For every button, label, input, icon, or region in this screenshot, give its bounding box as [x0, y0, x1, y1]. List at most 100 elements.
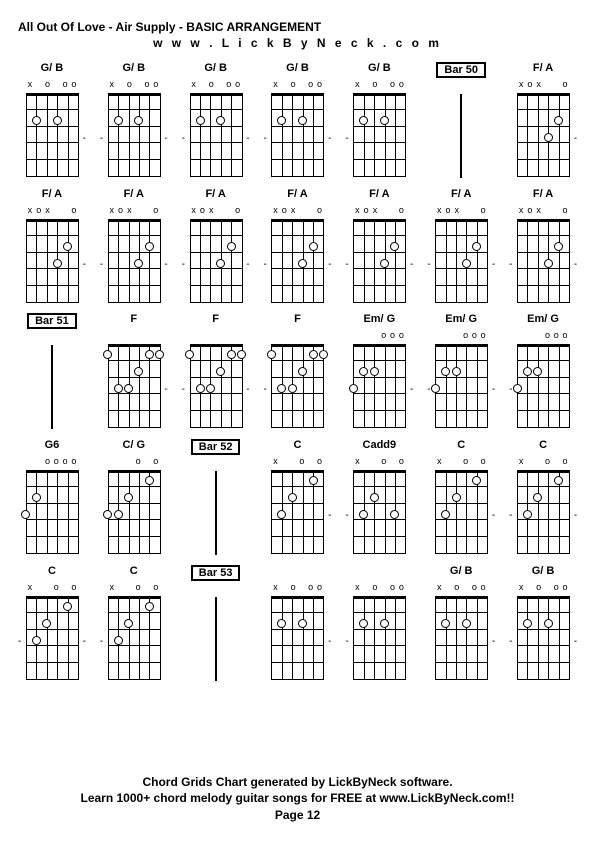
chord-cell: F/ Axoxo-: [510, 62, 576, 178]
chord-cell: F/ Axoxo--: [510, 188, 576, 303]
finger-dot: [114, 116, 123, 125]
finger-dot: [309, 242, 318, 251]
chord-cell: F/ Axoxo--: [264, 188, 330, 303]
chord-name: F/ A: [533, 62, 553, 78]
finger-dot: [452, 367, 461, 376]
bar-divider-line: [215, 471, 217, 555]
chord-name: Cadd9: [363, 439, 397, 455]
chord-cell: G/ Bxooo--: [183, 62, 249, 178]
fretboard-diagram: --: [271, 219, 323, 303]
string-markers: xoxo: [353, 206, 405, 218]
finger-dot: [359, 116, 368, 125]
finger-dot: [134, 367, 143, 376]
chord-name: C: [130, 565, 138, 581]
string-markers: xoxo: [108, 206, 160, 218]
finger-dot: [216, 259, 225, 268]
string-markers: xooo: [353, 80, 405, 92]
chord-name: F: [212, 313, 219, 329]
chord-cell: F-: [101, 313, 167, 429]
fretboard-diagram: -: [435, 596, 487, 680]
finger-dot: [53, 116, 62, 125]
chord-name: G/ B: [286, 62, 309, 78]
finger-dot: [134, 259, 143, 268]
chord-cell: G6oooo: [19, 439, 85, 555]
chord-name: F/ A: [205, 188, 225, 204]
finger-dot: [298, 367, 307, 376]
string-markers: [108, 331, 160, 343]
bar-marker-cell: Bar 53: [183, 565, 249, 681]
finger-dot: [523, 619, 532, 628]
bar-number-label: Bar 51: [27, 313, 77, 329]
finger-dot: [145, 242, 154, 251]
fretboard-diagram: [26, 470, 78, 554]
chord-cell: F--: [183, 313, 249, 429]
string-markers: xoxo: [271, 206, 323, 218]
bar-number-label: Bar 52: [191, 439, 241, 455]
chord-cell: Cxoo--: [510, 439, 576, 555]
chord-name: G/ B: [532, 565, 555, 581]
finger-dot: [544, 259, 553, 268]
chord-cell: G/ Bxooo--: [264, 62, 330, 178]
string-markers: xoo: [108, 583, 160, 595]
finger-dot: [155, 350, 164, 359]
fretboard-diagram: -: [353, 93, 405, 177]
finger-dot: [124, 493, 133, 502]
string-markers: ooo: [353, 331, 405, 343]
string-markers: xoo: [517, 457, 569, 469]
finger-dot: [441, 510, 450, 519]
finger-dot: [513, 384, 522, 393]
finger-dot: [145, 350, 154, 359]
finger-dot: [462, 259, 471, 268]
finger-dot: [114, 384, 123, 393]
finger-dot: [390, 510, 399, 519]
fretboard-diagram: -: [271, 470, 323, 554]
finger-dot: [452, 493, 461, 502]
finger-dot: [298, 619, 307, 628]
chord-name: G6: [45, 439, 60, 455]
finger-dot: [554, 116, 563, 125]
fretboard-diagram: -: [26, 93, 78, 177]
finger-dot: [63, 242, 72, 251]
chord-cell: G/ Bxooo-: [19, 62, 85, 178]
finger-dot: [277, 384, 286, 393]
chord-cell: Cxoo-: [264, 439, 330, 555]
finger-dot: [380, 619, 389, 628]
chord-name: F/ A: [451, 188, 471, 204]
chord-name: Em/ G: [363, 313, 395, 329]
page-footer: Chord Grids Chart generated by LickByNec…: [0, 774, 595, 824]
chord-name: F: [130, 313, 137, 329]
chord-name: Em/ G: [527, 313, 559, 329]
fretboard-diagram: -: [271, 344, 323, 428]
fretboard-diagram: --: [108, 219, 160, 303]
chord-cell: xooo-: [346, 565, 412, 681]
finger-dot: [216, 367, 225, 376]
string-markers: ooo: [517, 331, 569, 343]
chord-cell: Em/ Gooo-: [510, 313, 576, 429]
website-url: w w w . L i c k B y N e c k . c o m: [18, 36, 577, 50]
chord-name: F/ A: [42, 188, 62, 204]
chord-name: F/ A: [369, 188, 389, 204]
chord-cell: Cxoo--: [19, 565, 85, 681]
chord-name: G/ B: [450, 565, 473, 581]
finger-dot: [277, 619, 286, 628]
finger-dot: [472, 242, 481, 251]
chord-cell: F/ A xoxo--: [346, 188, 412, 303]
finger-dot: [309, 476, 318, 485]
chord-cell: Cxoo-: [101, 565, 167, 681]
string-markers: [190, 331, 242, 343]
string-markers: xoo: [26, 583, 78, 595]
string-markers: xooo: [271, 583, 323, 595]
chord-name: F/ A: [533, 188, 553, 204]
finger-dot: [277, 510, 286, 519]
fretboard-diagram: --: [435, 219, 487, 303]
finger-dot: [359, 367, 368, 376]
chord-name: C: [48, 565, 56, 581]
finger-dot: [32, 116, 41, 125]
finger-dot: [472, 476, 481, 485]
finger-dot: [544, 619, 553, 628]
fretboard-diagram: --: [353, 219, 405, 303]
finger-dot: [441, 619, 450, 628]
bar-divider-line: [215, 597, 217, 681]
bar-divider-line: [460, 94, 462, 178]
finger-dot: [206, 384, 215, 393]
